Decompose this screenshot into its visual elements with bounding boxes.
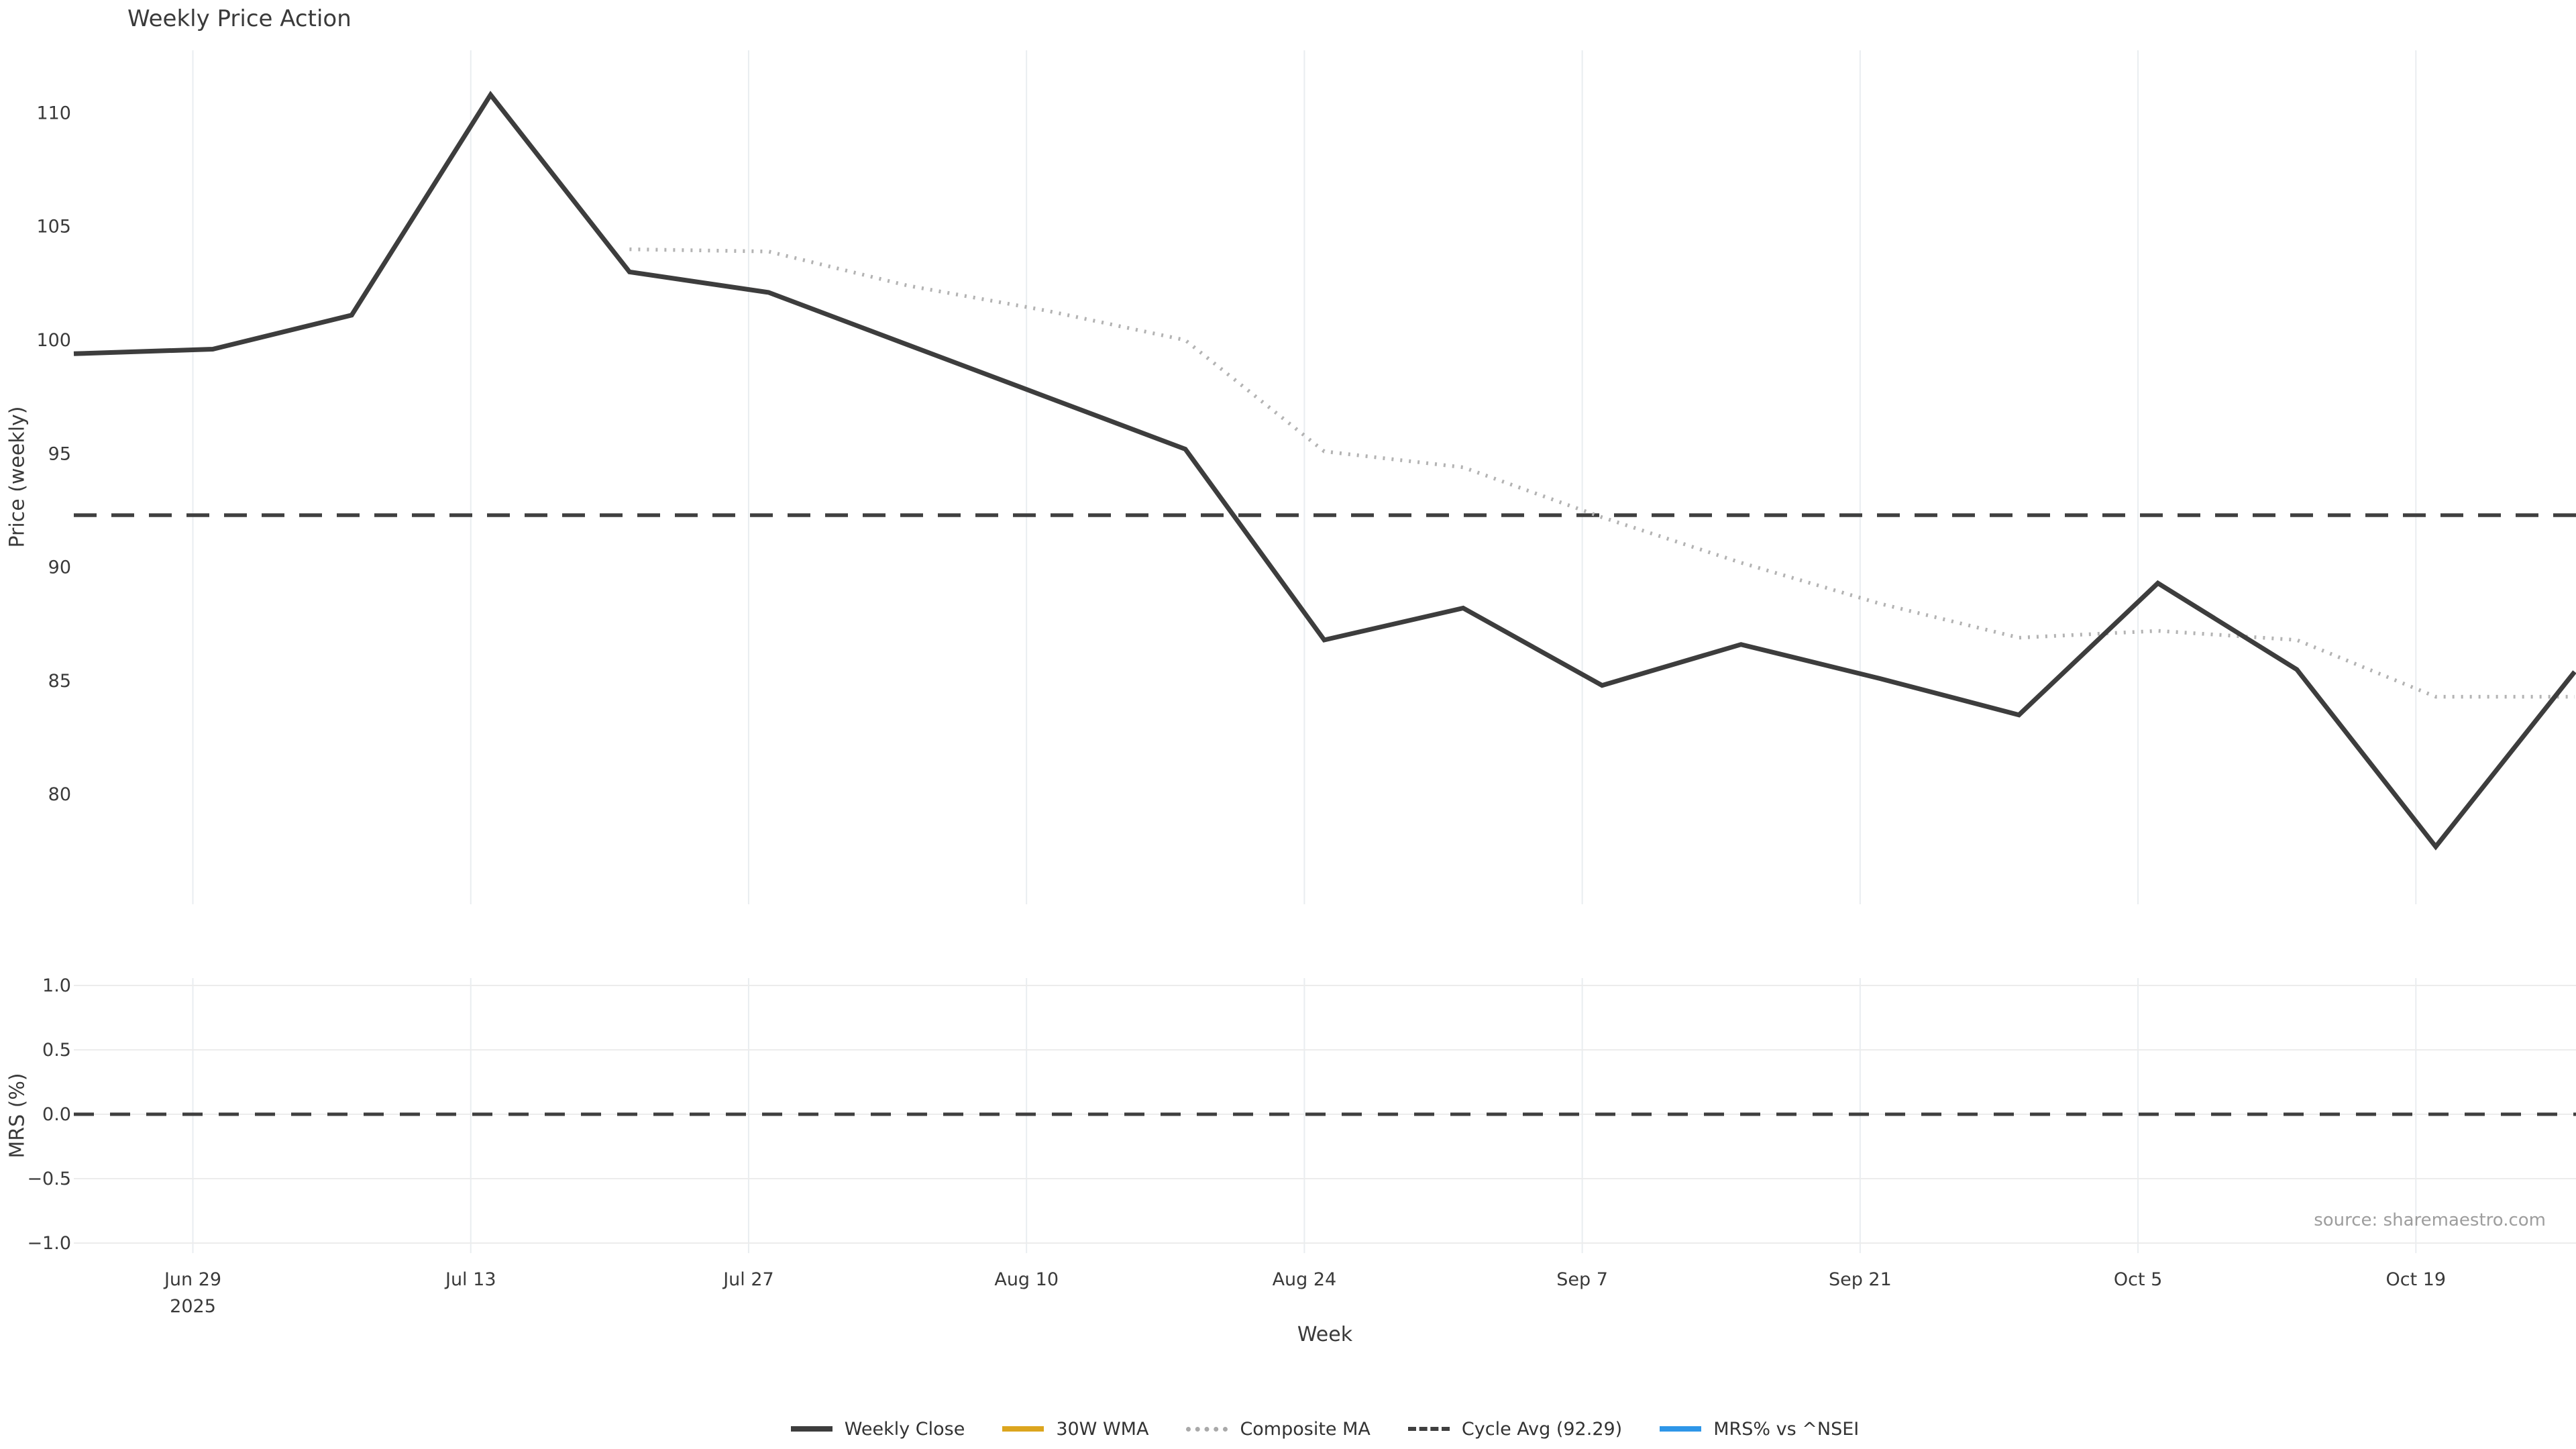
cycle-avg-line-swatch <box>1407 1427 1450 1431</box>
legend-label: Composite MA <box>1240 1418 1371 1440</box>
x-tick-label: Sep 21 <box>1829 1269 1892 1290</box>
legend-item-weekly-close[interactable]: Weekly Close <box>790 1418 965 1440</box>
weekly-close-line-swatch <box>790 1426 833 1432</box>
legend-label: Weekly Close <box>844 1418 965 1440</box>
x-tick-label: Aug 24 <box>1273 1269 1337 1290</box>
weekly-close-line <box>73 91 2576 851</box>
x-tick-label: Jul 13 <box>444 1269 496 1290</box>
wma-line-swatch <box>1002 1426 1044 1432</box>
composite-ma-line-swatch <box>1186 1426 1228 1432</box>
mrs-line-swatch <box>1660 1426 1702 1432</box>
price-tick-label: 105 <box>36 217 71 237</box>
price-tick-label: 90 <box>48 557 71 578</box>
x-tick-label: Jun 29 <box>163 1269 221 1290</box>
legend-item-composite-ma[interactable]: Composite MA <box>1186 1418 1371 1440</box>
legend: Weekly Close 30W WMA Composite MA Cycle … <box>74 1410 2576 1448</box>
price-tick-label: 95 <box>48 443 71 464</box>
price-tick-label: 110 <box>36 103 71 123</box>
legend-label: MRS% vs ^NSEI <box>1713 1418 1860 1440</box>
legend-label: Cycle Avg (92.29) <box>1461 1418 1623 1440</box>
mrs-tick-label: 0.0 <box>42 1104 71 1125</box>
legend-label: 30W WMA <box>1056 1418 1149 1440</box>
legend-item-30w-wma[interactable]: 30W WMA <box>1002 1419 1148 1440</box>
price-tick-label: 100 <box>36 330 71 351</box>
mrs-tick-label: 1.0 <box>42 975 71 996</box>
x-tick-label: Oct 5 <box>2114 1269 2162 1290</box>
legend-item-cycle-avg[interactable]: Cycle Avg (92.29) <box>1407 1418 1623 1440</box>
chart-title: Weekly Price Action <box>127 5 352 32</box>
x-tick-label: Aug 10 <box>994 1269 1059 1290</box>
x-tick-label: Jul 27 <box>722 1269 774 1290</box>
price-tick-label: 85 <box>48 671 71 692</box>
x-tick-year-label: 2025 <box>170 1296 216 1317</box>
mrs-tick-label: −1.0 <box>27 1233 71 1254</box>
mrs-axis-title: MRS (%) <box>5 1073 30 1159</box>
price-tick-label: 80 <box>48 784 71 805</box>
x-axis-title: Week <box>1297 1323 1353 1346</box>
mrs-tick-label: −0.5 <box>27 1169 71 1189</box>
source-note: source: sharemaestro.com <box>2314 1210 2546 1230</box>
mrs-tick-label: 0.5 <box>42 1040 71 1061</box>
x-tick-label: Oct 19 <box>2385 1269 2446 1290</box>
x-tick-label: Sep 7 <box>1556 1269 1608 1290</box>
price-axis-title: Price (weekly) <box>5 406 30 548</box>
legend-item-mrs[interactable]: MRS% vs ^NSEI <box>1660 1419 1859 1440</box>
composite-ma-line <box>629 247 2575 699</box>
